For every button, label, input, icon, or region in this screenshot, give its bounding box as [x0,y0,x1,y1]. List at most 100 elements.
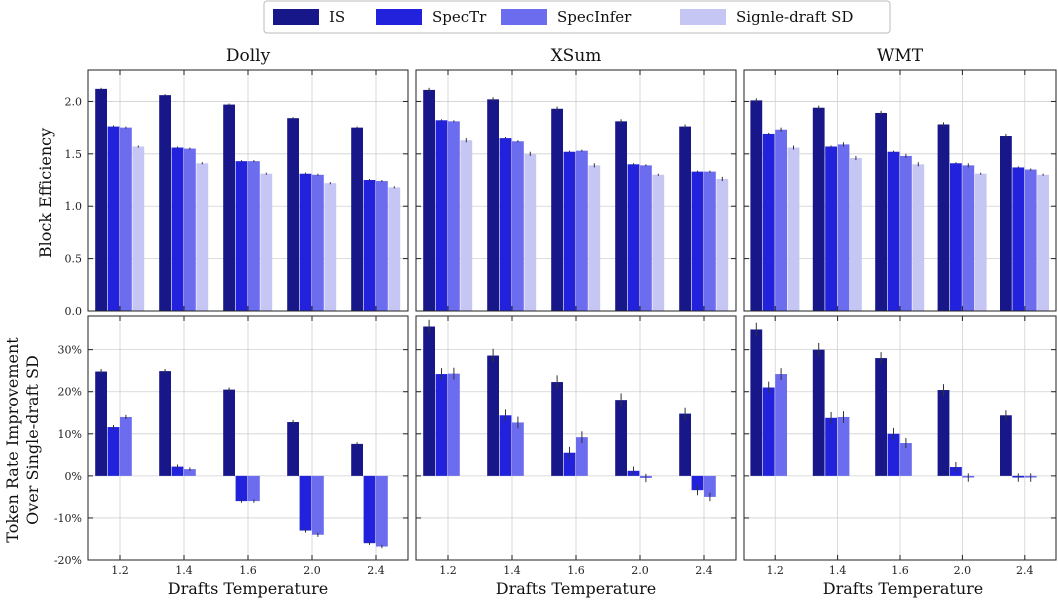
bar-block-efficiency-wmt-spectr-1-2 [762,133,775,311]
bar-block-efficiency-dolly-is-2-0 [287,118,299,311]
bar-token-rate-wmt-is-2-0 [937,390,950,476]
bar-block-efficiency-dolly-spectr-2-4 [363,180,376,311]
bar-token-rate-dolly-specinfer-1-2 [120,416,132,476]
bar-block-efficiency-dolly-signle-draft-sd-1-6 [260,173,273,311]
bar-token-rate-dolly-spectr-1-2 [107,427,120,476]
panel-title-xsum: XSum [551,46,602,66]
y-axis-label-block-efficiency: Block Efficiency [36,128,55,258]
xtick-label-token-rate-dolly: 2.0 [303,564,321,577]
xtick-label-token-rate-wmt: 1.2 [766,564,784,577]
bar-block-efficiency-xsum-specinfer-2-4 [704,171,716,311]
bar-block-efficiency-xsum-spectr-1-2 [435,120,448,311]
legend-label-spectr: SpecTr [432,8,487,26]
bar-token-rate-wmt-specinfer-1-6 [900,443,912,476]
ytick-label-block-efficiency-dolly: 0.5 [65,253,83,266]
bar-block-efficiency-xsum-is-1-2 [423,89,435,312]
xtick-label-token-rate-dolly: 1.4 [175,564,193,577]
bar-block-efficiency-wmt-spectr-2-0 [950,163,962,311]
bar-token-rate-dolly-is-2-0 [287,422,299,476]
bar-block-efficiency-dolly-specinfer-1-2 [120,127,132,311]
x-axis-label-xsum: Drafts Temperature [496,579,656,598]
bar-block-efficiency-dolly-spectr-2-0 [299,173,312,311]
bar-block-efficiency-dolly-is-1-2 [95,88,107,311]
panel-block-efficiency-dolly: 0.0 0.5 1.0 1.5 2.0 Dolly [65,46,409,318]
bar-token-rate-xsum-specinfer-1-4 [512,422,524,476]
ytick-label-token-rate-dolly: -10% [54,512,82,525]
bar-block-efficiency-xsum-signle-draft-sd-2-0 [652,174,665,311]
xtick-label-token-rate-wmt: 1.6 [891,564,909,577]
bar-block-efficiency-xsum-is-1-4 [487,99,499,311]
bar-token-rate-dolly-is-2-4 [351,443,363,476]
xtick-label-token-rate-dolly: 1.2 [111,564,129,577]
legend-swatch-spectr [376,9,422,25]
bar-token-rate-xsum-is-2-4 [679,413,691,476]
bar-token-rate-xsum-specinfer-1-6 [576,437,588,476]
bar-block-efficiency-xsum-is-2-0 [615,121,627,311]
bar-block-efficiency-xsum-signle-draft-sd-1-2 [460,140,473,311]
bar-token-rate-dolly-specinfer-2-0 [312,475,324,535]
bar-block-efficiency-dolly-spectr-1-4 [171,147,184,311]
xtick-label-token-rate-xsum: 1.6 [567,564,585,577]
ytick-label-block-efficiency-dolly: 1.5 [65,148,83,161]
bar-block-efficiency-wmt-signle-draft-sd-1-2 [787,147,800,311]
bar-block-efficiency-wmt-specinfer-2-4 [1024,169,1037,311]
bar-block-efficiency-xsum-signle-draft-sd-1-4 [524,153,537,311]
ytick-label-block-efficiency-dolly: 2.0 [65,95,83,108]
bar-token-rate-xsum-specinfer-2-4 [704,475,716,497]
bar-token-rate-xsum-is-1-4 [487,355,499,476]
bar-token-rate-dolly-spectr-1-4 [171,466,184,476]
xtick-label-token-rate-wmt: 1.4 [829,564,847,577]
bar-token-rate-wmt-is-1-2 [750,329,763,476]
bar-block-efficiency-dolly-spectr-1-6 [235,161,248,311]
bar-token-rate-dolly-is-1-4 [159,371,171,476]
bar-token-rate-wmt-is-1-6 [875,358,887,476]
y-axis-label-token-rate-line1: Token Rate Improvement [3,337,22,543]
bar-block-efficiency-xsum-is-2-4 [679,126,691,311]
xtick-label-token-rate-xsum: 1.4 [503,564,521,577]
bar-block-efficiency-dolly-signle-draft-sd-2-4 [388,187,401,311]
xtick-label-token-rate-dolly: 2.4 [367,564,385,577]
bar-block-efficiency-wmt-specinfer-2-0 [962,165,975,311]
bar-block-efficiency-dolly-specinfer-1-4 [184,148,196,311]
xtick-label-token-rate-wmt: 2.0 [954,564,972,577]
panels: 0.0 0.5 1.0 1.5 2.0 Dolly XSum WMT -20% -10% 0% 10%… [54,46,1057,577]
panel-block-efficiency-xsum: XSum [415,46,737,312]
bar-token-rate-xsum-is-1-2 [423,326,435,476]
bar-block-efficiency-xsum-specinfer-1-2 [448,121,460,311]
bar-block-efficiency-wmt-specinfer-1-2 [775,129,787,311]
bar-token-rate-xsum-spectr-1-4 [499,415,512,476]
bar-block-efficiency-xsum-spectr-2-0 [627,164,640,311]
xtick-label-token-rate-wmt: 2.4 [1016,564,1034,577]
bar-block-efficiency-dolly-specinfer-2-0 [312,174,324,311]
bar-token-rate-dolly-is-1-6 [223,389,235,476]
bar-block-efficiency-xsum-signle-draft-sd-1-6 [588,165,601,311]
bar-block-efficiency-xsum-is-1-6 [551,108,563,311]
bar-token-rate-dolly-specinfer-1-4 [184,469,196,476]
bar-block-efficiency-dolly-signle-draft-sd-1-2 [132,146,145,311]
x-axis-label-wmt: Drafts Temperature [823,579,983,598]
legend-swatch-is [273,9,319,25]
bar-block-efficiency-wmt-is-2-0 [937,124,950,311]
bar-block-efficiency-dolly-is-2-4 [351,127,363,311]
bar-block-efficiency-wmt-spectr-1-4 [825,146,837,311]
bar-block-efficiency-xsum-spectr-2-4 [691,171,704,311]
ytick-label-block-efficiency-dolly: 1.0 [65,200,83,213]
panel-title-dolly: Dolly [226,46,271,66]
legend: IS SpecTr SpecInfer Signle-draft SD [263,0,891,34]
bar-block-efficiency-xsum-specinfer-2-0 [640,165,652,311]
bar-token-rate-dolly-spectr-2-4 [363,475,376,544]
ytick-label-token-rate-dolly: 0% [65,470,82,483]
xtick-label-token-rate-xsum: 1.2 [439,564,457,577]
bar-block-efficiency-wmt-is-1-2 [750,100,763,311]
ytick-label-block-efficiency-dolly: 0.0 [65,305,83,318]
bar-block-efficiency-wmt-is-1-4 [812,107,825,311]
bar-block-efficiency-xsum-spectr-1-6 [563,151,576,311]
bar-token-rate-wmt-specinfer-1-4 [837,416,850,476]
panel-token-rate-dolly: -20% -10% 0% 10% 20% 30% 1.2 1.4 1.6 2.0 2.4 [54,315,409,577]
bar-token-rate-xsum-is-1-6 [551,382,563,476]
bar-block-efficiency-wmt-is-2-4 [1000,136,1012,311]
bar-block-efficiency-wmt-spectr-1-6 [887,151,900,311]
bar-token-rate-wmt-specinfer-1-2 [775,374,787,476]
bar-block-efficiency-xsum-spectr-1-4 [499,138,512,311]
